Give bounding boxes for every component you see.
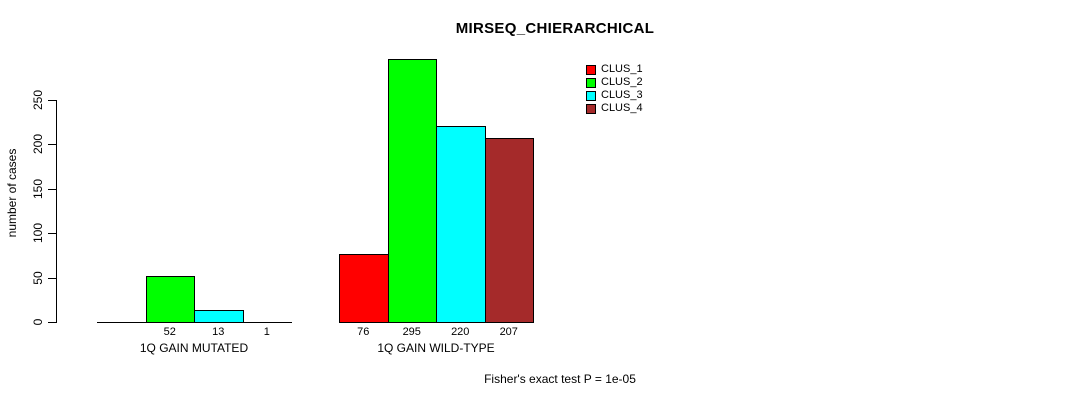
bar-clus_4 (484, 138, 534, 323)
bar-clus_3 (194, 310, 244, 323)
y-axis-line (56, 100, 57, 323)
legend-swatch (586, 103, 596, 114)
bar-value-label: 1 (263, 326, 270, 338)
bar-value-label: 76 (357, 326, 370, 338)
legend-swatch (586, 77, 596, 88)
y-tick (48, 189, 56, 190)
group-label: 1Q GAIN WILD-TYPE (377, 341, 495, 355)
y-tick-label: 0 (31, 318, 45, 326)
y-tick (48, 100, 56, 101)
bar-clus_1 (339, 254, 389, 323)
legend-label: CLUS_3 (601, 89, 643, 101)
bar-clus_2 (387, 59, 437, 323)
legend-item: CLUS_1 (586, 63, 643, 76)
y-tick-label: 150 (31, 178, 45, 200)
y-tick (48, 278, 56, 279)
legend-item: CLUS_4 (586, 102, 643, 115)
legend-label: CLUS_1 (601, 63, 643, 75)
y-tick (48, 233, 56, 234)
y-tick (48, 144, 56, 145)
y-tick-label: 100 (31, 222, 45, 244)
bar-value-label: 220 (451, 326, 470, 338)
y-tick-label: 250 (31, 89, 45, 111)
legend-item: CLUS_2 (586, 76, 643, 89)
legend-swatch (586, 90, 596, 101)
chart-title: MIRSEQ_CHIERARCHICAL (455, 20, 655, 37)
legend-swatch (586, 64, 596, 75)
legend-item: CLUS_3 (586, 89, 643, 102)
annotation-text: Fisher's exact test P = 1e-05 (484, 372, 636, 386)
y-tick-label: 50 (31, 271, 45, 285)
bar-clus_3 (436, 126, 486, 323)
bar-value-label: 13 (212, 326, 225, 338)
y-tick (48, 322, 56, 323)
legend-label: CLUS_2 (601, 76, 643, 88)
bar-clus_2 (145, 276, 195, 323)
group-label: 1Q GAIN MUTATED (139, 341, 249, 355)
bar-value-label: 207 (499, 326, 518, 338)
legend-label: CLUS_4 (601, 102, 643, 114)
bar-value-label: 52 (163, 326, 176, 338)
bar-value-label: 295 (402, 326, 421, 338)
legend: CLUS_1 CLUS_2 CLUS_3 CLUS_4 (586, 63, 643, 115)
y-tick-label: 200 (31, 133, 45, 155)
